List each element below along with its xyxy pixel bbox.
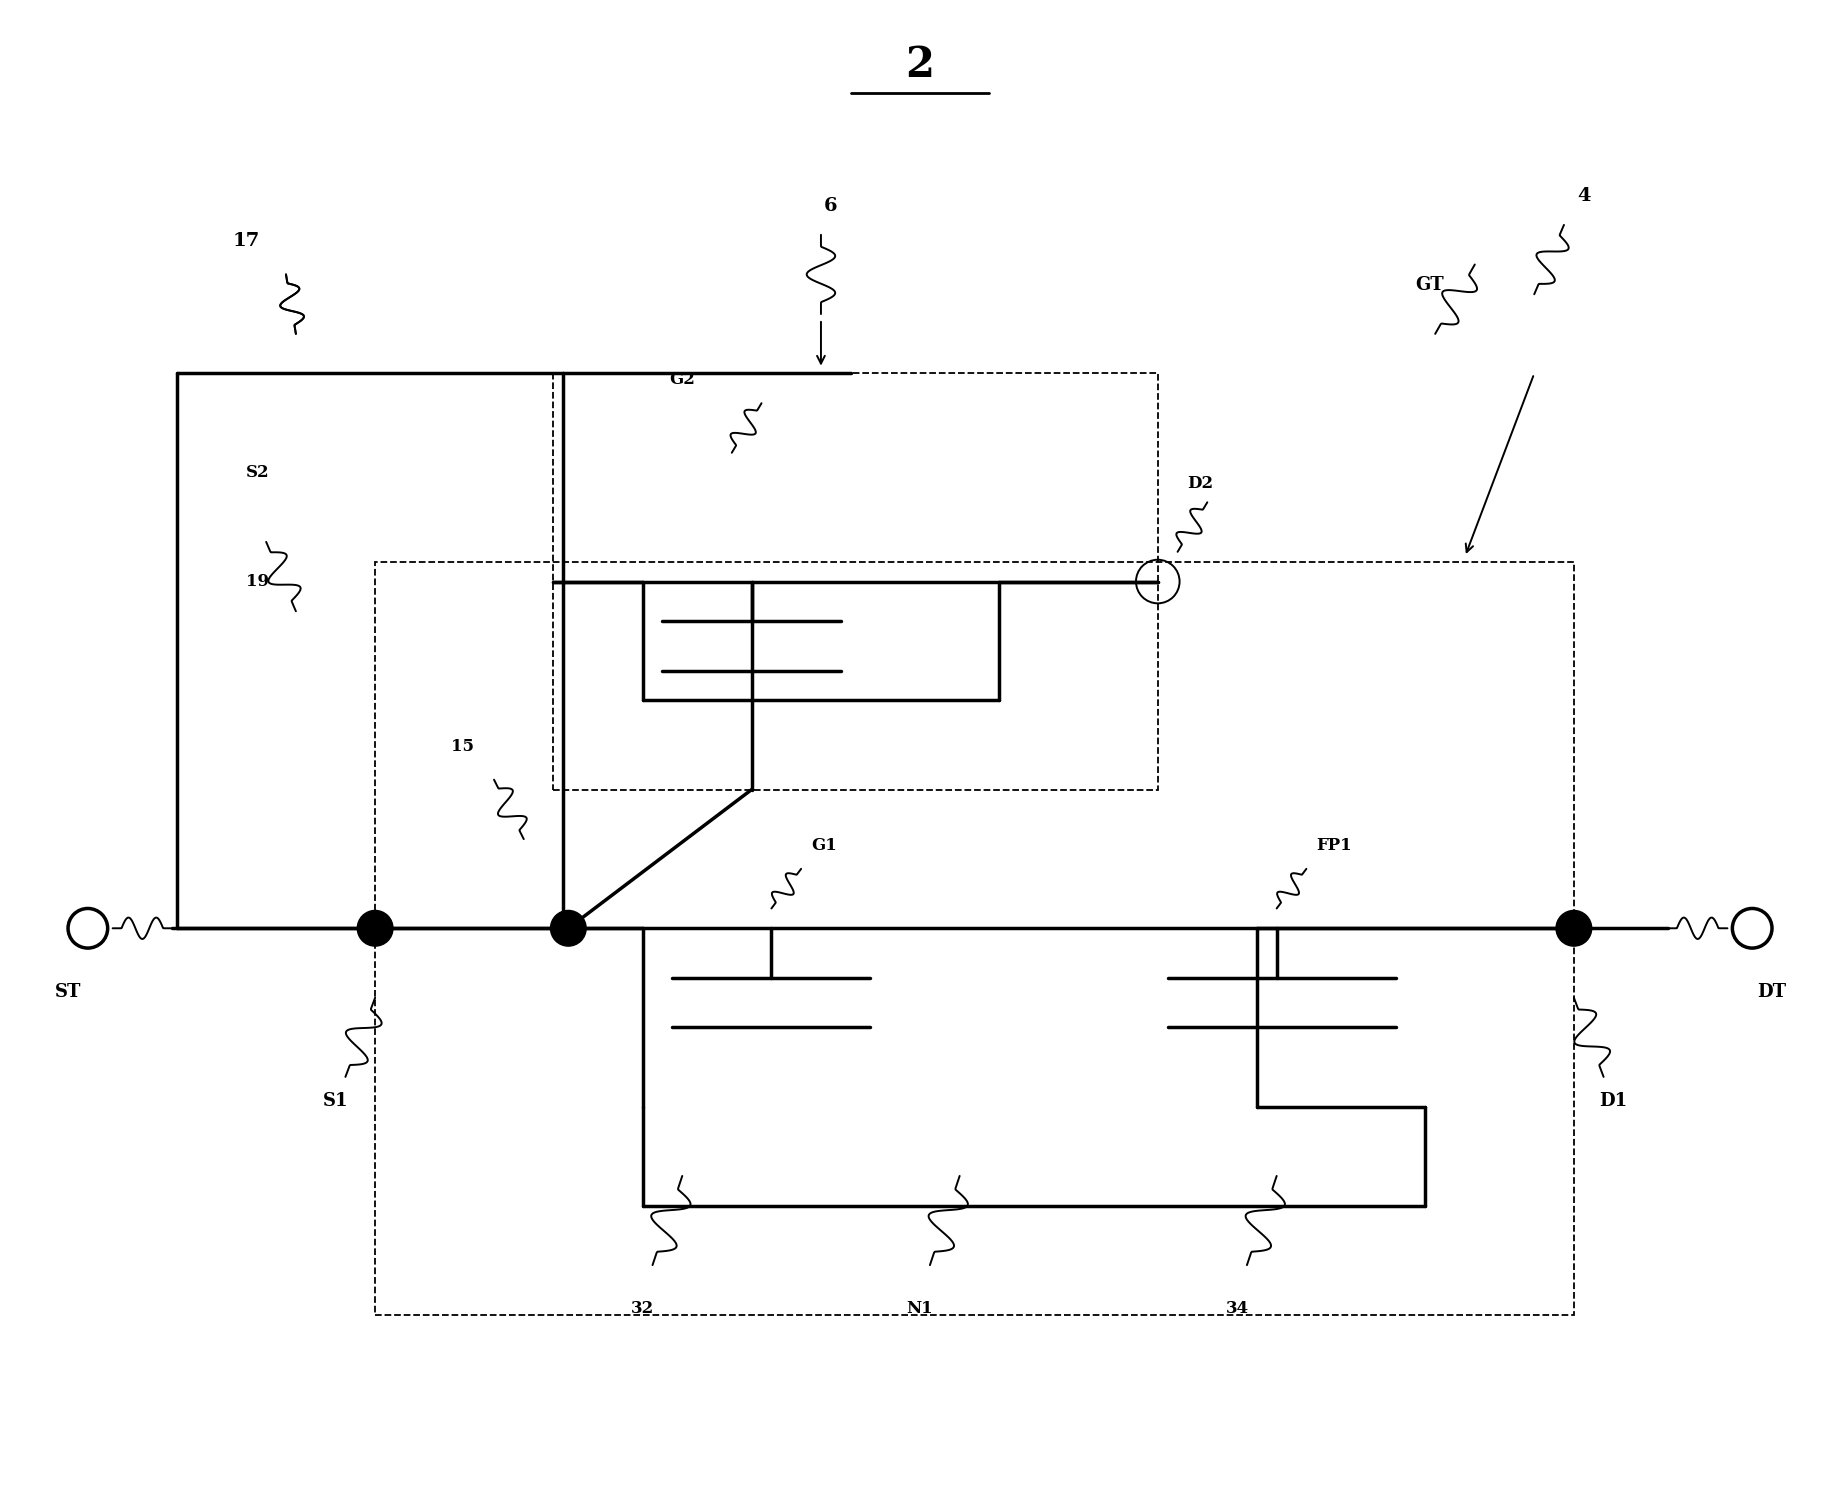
Text: 32: 32 <box>631 1299 655 1317</box>
Text: D1: D1 <box>1599 1092 1628 1110</box>
Text: 15: 15 <box>452 738 474 755</box>
Bar <box>374 562 1575 1314</box>
Text: S2: S2 <box>247 463 269 481</box>
Text: N1: N1 <box>907 1299 933 1317</box>
Text: D2: D2 <box>1188 475 1213 492</box>
Text: 4: 4 <box>1577 188 1591 206</box>
Text: S1: S1 <box>323 1092 349 1110</box>
Circle shape <box>1556 910 1591 946</box>
Text: FP1: FP1 <box>1317 837 1352 854</box>
Text: 34: 34 <box>1226 1299 1248 1317</box>
Circle shape <box>551 910 586 946</box>
Text: G1: G1 <box>811 837 837 854</box>
Bar <box>553 374 1158 790</box>
Text: GT: GT <box>1416 276 1444 294</box>
Text: 19: 19 <box>247 574 269 590</box>
Text: DT: DT <box>1757 983 1787 1001</box>
Text: 6: 6 <box>824 197 837 215</box>
Circle shape <box>358 910 393 946</box>
Text: 17: 17 <box>232 231 260 250</box>
Text: 2: 2 <box>905 45 935 86</box>
Text: ST: ST <box>55 983 81 1001</box>
Text: G2: G2 <box>669 371 695 389</box>
